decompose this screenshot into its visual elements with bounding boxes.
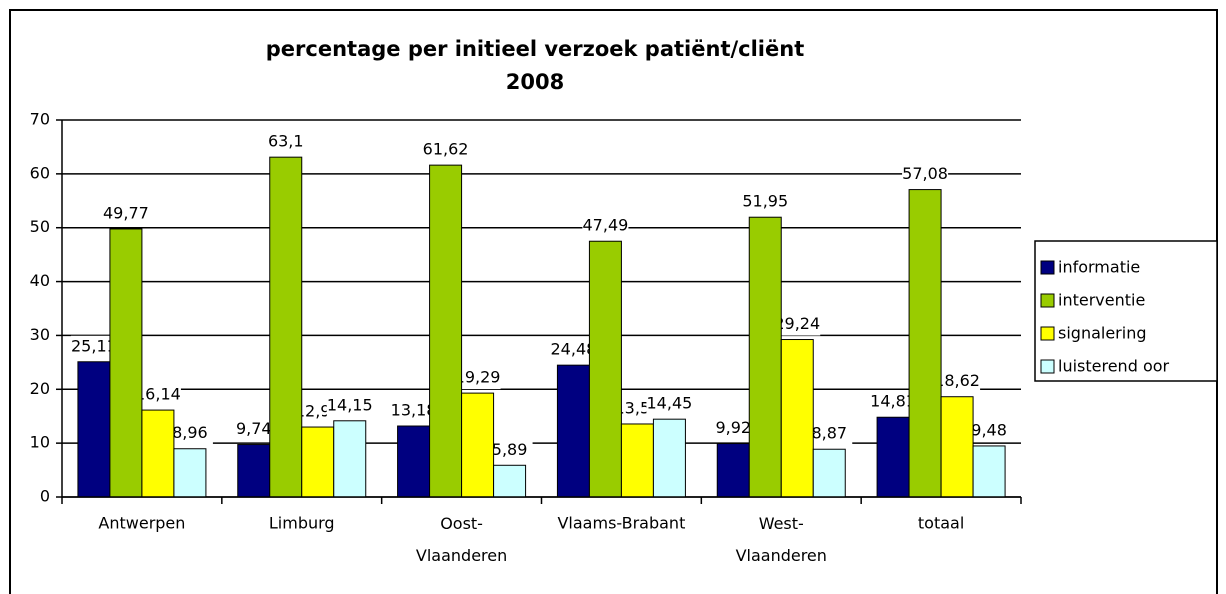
x-tick-label-line: Vlaanderen: [736, 546, 827, 565]
bar: [908, 189, 942, 498]
chart-title: percentage per initieel verzoek patiënt/…: [266, 37, 804, 61]
bar: [269, 156, 303, 498]
value-label: 61,62: [423, 140, 469, 159]
legend-label: informatie: [1058, 258, 1140, 277]
y-tick-label: 0: [40, 487, 50, 506]
value-label: 5,89: [492, 440, 528, 459]
chart-subtitle: 2008: [506, 70, 564, 94]
value-labels: 25,11 9,74 13,18 24,48 9,92 14,81 49,77 63,1 61,…: [70, 131, 1013, 462]
bar: [940, 396, 974, 498]
y-tick-label: 70: [30, 110, 50, 129]
bar: [429, 164, 463, 498]
value-label: 63,1: [268, 132, 304, 151]
value-label-bg: [134, 384, 181, 407]
bar: [620, 423, 654, 498]
value-label: 14,81: [870, 392, 916, 411]
value-label: 8,96: [172, 423, 208, 442]
legend-swatch: [1040, 293, 1055, 308]
value-label: 24,48: [551, 340, 597, 359]
value-label-bg: [966, 419, 1013, 442]
value-label: 14,45: [647, 394, 693, 413]
y-tick-label: 20: [30, 379, 50, 398]
bar: [876, 416, 910, 498]
bar: [588, 240, 622, 498]
x-tick-label-line: Oost-: [440, 514, 483, 533]
bar: [461, 392, 495, 498]
value-label: 9,92: [715, 418, 751, 437]
bar: [109, 228, 143, 498]
x-tick-label-line: West-: [759, 514, 804, 533]
bar: [780, 339, 814, 498]
bar: [237, 444, 271, 498]
value-label-bg: [742, 191, 789, 214]
value-label: 18,62: [934, 371, 980, 390]
value-label: 49,77: [103, 203, 149, 222]
value-label-bg: [326, 394, 373, 417]
value-label: 51,95: [742, 192, 788, 211]
bar: [748, 216, 782, 498]
x-tick-label: totaal: [918, 514, 964, 533]
value-label: 13,18: [391, 401, 437, 420]
legend-swatch: [1040, 260, 1055, 275]
value-label-bg: [902, 163, 949, 186]
value-label: 19,29: [455, 368, 501, 387]
y-tick-label: 60: [30, 163, 50, 182]
value-label-bg: [934, 370, 981, 393]
value-label: 25,11: [71, 336, 117, 355]
y-tick-label: 30: [30, 325, 50, 344]
x-tick-label: Antwerpen: [98, 514, 185, 533]
value-label-bg: [774, 313, 821, 336]
bar: [333, 420, 367, 498]
value-label-bg: [102, 202, 149, 225]
value-label: 14,15: [327, 395, 373, 414]
y-tick-label: 50: [30, 217, 50, 236]
value-label-bg: [806, 423, 853, 446]
y-tick-label: 10: [30, 433, 50, 452]
bar: [812, 448, 846, 498]
value-label: 8,87: [811, 424, 847, 443]
legend-swatch: [1040, 359, 1055, 374]
value-label-bg: [70, 335, 117, 358]
legend-label: signalering: [1058, 324, 1147, 343]
legend-box: [1034, 240, 1218, 382]
value-label: 9,48: [971, 420, 1007, 439]
x-tick-label-line: Vlaanderen: [416, 546, 507, 565]
value-label: 9,74: [236, 419, 272, 438]
x-tick-label: Limburg: [269, 514, 335, 533]
value-label: 29,24: [774, 314, 820, 333]
bar: [141, 409, 175, 498]
value-label: 47,49: [583, 216, 629, 235]
value-label-bg: [422, 139, 469, 162]
bar: [173, 448, 207, 498]
legend-label: interventie: [1058, 291, 1145, 310]
value-label-bg: [262, 131, 309, 154]
value-label-bg: [550, 339, 597, 362]
value-label-bg: [230, 418, 277, 441]
x-tick-label: Vlaams-Brabant: [557, 514, 685, 533]
bar: [301, 426, 335, 498]
bar: [77, 361, 111, 498]
value-label-bg: [582, 215, 629, 238]
legend-label: luisterend oor: [1058, 357, 1170, 376]
value-label-bg: [710, 417, 757, 440]
value-label-bg: [166, 422, 213, 445]
x-tick-label: West- Vlaanderen: [736, 514, 827, 565]
x-tick-label: Oost- Vlaanderen: [416, 514, 507, 565]
bar: [397, 425, 431, 498]
value-label-bg: [390, 400, 437, 423]
bar: [972, 445, 1006, 498]
bar: [716, 443, 750, 498]
bar: [556, 364, 590, 498]
y-tick-label: 40: [30, 271, 50, 290]
bar: [652, 418, 686, 498]
value-label: 57,08: [902, 164, 948, 183]
value-label-bg: [454, 367, 501, 390]
bar: [493, 464, 527, 498]
value-label-bg: [486, 439, 533, 462]
legend-swatch: [1040, 326, 1055, 341]
value-label-bg: [870, 391, 917, 414]
value-label: 16,14: [135, 385, 181, 404]
value-label-bg: [646, 393, 693, 416]
